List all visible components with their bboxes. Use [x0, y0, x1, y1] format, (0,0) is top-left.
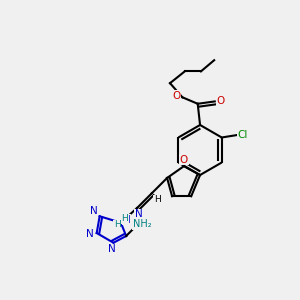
- Text: N: N: [135, 209, 142, 220]
- Text: O: O: [217, 96, 225, 106]
- Text: N: N: [90, 206, 98, 216]
- Text: H: H: [154, 195, 160, 204]
- Text: N: N: [123, 215, 130, 225]
- Text: H: H: [121, 214, 128, 224]
- Text: N: N: [108, 244, 116, 254]
- Text: NH₂: NH₂: [133, 219, 152, 229]
- Text: O: O: [180, 155, 188, 165]
- Text: Cl: Cl: [238, 130, 248, 140]
- Text: O: O: [172, 91, 181, 101]
- Text: H: H: [114, 220, 121, 229]
- Text: N: N: [86, 229, 94, 238]
